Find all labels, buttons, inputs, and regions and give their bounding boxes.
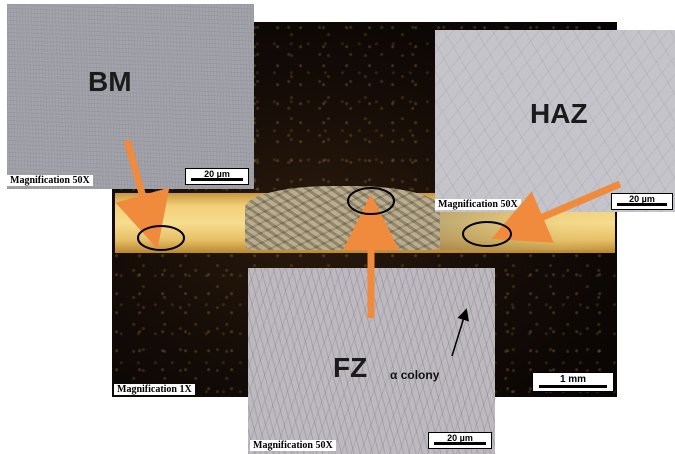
haz-label: HAZ <box>530 98 588 129</box>
main-scale-line <box>539 385 607 388</box>
main-scale-bar: 1 mm <box>532 372 614 392</box>
bm-scale-bar: 20 µm <box>185 168 249 185</box>
fz-micrograph <box>248 268 495 454</box>
haz-scale-label: 20 µm <box>629 194 655 204</box>
alpha-colony-label: α colony <box>390 368 440 382</box>
bm-label: BM <box>88 66 132 97</box>
fusion-zone-bead <box>245 186 440 250</box>
haz-scale-line <box>616 203 668 206</box>
fz-magnification-caption: Magnification 50X <box>250 440 336 451</box>
main-magnification-caption: Magnification 1X <box>114 384 195 395</box>
bm-scale-label: 20 µm <box>204 169 230 179</box>
fz-scale-label: 20 µm <box>447 433 473 443</box>
bm-scale-line <box>190 178 244 181</box>
fz-scale-line <box>433 442 487 445</box>
haz-magnification-caption: Magnification 50X <box>435 199 521 210</box>
main-scale-label: 1 mm <box>559 374 587 385</box>
fz-label: FZ <box>333 352 368 383</box>
bm-magnification-caption: Magnification 50X <box>7 175 93 186</box>
fz-scale-bar: 20 µm <box>428 432 492 449</box>
haz-scale-bar: 20 µm <box>611 193 673 210</box>
